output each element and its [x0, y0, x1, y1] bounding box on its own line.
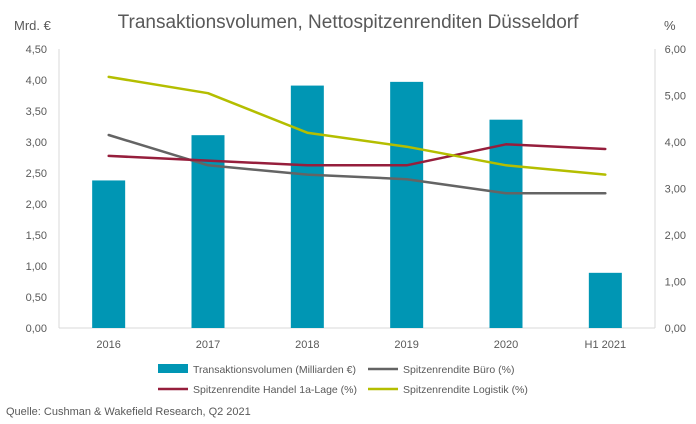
series-line — [107, 143, 607, 167]
bar — [588, 272, 622, 328]
y-left-unit-label: Mrd. € — [14, 18, 52, 33]
y-right-tick-label: 2,00 — [665, 230, 686, 242]
legend-label: Transaktionsvolumen (Milliarden €) — [193, 364, 356, 376]
bar — [290, 85, 324, 328]
legend-label: Spitzenrendite Handel 1a-Lage (%) — [193, 384, 357, 396]
legend-label: Spitzenrendite Büro (%) — [403, 364, 514, 376]
y-left-tick-label: 1,00 — [26, 261, 47, 273]
y-right-unit-label: % — [664, 18, 676, 33]
bar — [489, 119, 523, 329]
x-tick-label: 2019 — [394, 339, 418, 351]
legend-label: Spitzenrendite Logistik (%) — [403, 384, 528, 396]
legend-swatch — [158, 364, 188, 373]
y-left-tick-label: 1,50 — [26, 230, 47, 242]
plot-area: 0,00 0,50 1,00 1,50 2,00 2,50 3,00 3,50 4,00 4,50… — [26, 44, 686, 351]
x-tick-label: H1 2021 — [585, 339, 627, 351]
x-tick-label: 2018 — [295, 339, 319, 351]
bar — [390, 81, 424, 328]
y-right-tick-label: 0,00 — [665, 323, 686, 335]
y-left-tick-label: 4,50 — [26, 44, 47, 56]
y-left-tick-label: 3,00 — [26, 137, 47, 149]
y-left-tick-label: 4,00 — [26, 75, 47, 87]
y-left-tick-label: 3,50 — [26, 106, 47, 118]
legend: Transaktionsvolumen (Milliarden €) Spitze… — [158, 364, 528, 396]
y-left-tick-label: 2,50 — [26, 168, 47, 180]
y-right-tick-label: 1,00 — [665, 277, 686, 289]
y-right-tick-label: 6,00 — [665, 44, 686, 56]
y-right-tick-label: 5,00 — [665, 91, 686, 103]
y-right-tick-label: 4,00 — [665, 137, 686, 149]
x-tick-label: 2017 — [196, 339, 220, 351]
x-tick-label: 2016 — [96, 339, 120, 351]
chart-title: Transaktionsvolumen, Nettospitzenrendite… — [118, 12, 580, 33]
y-left-tick-label: 0,00 — [26, 323, 47, 335]
y-left-tick-label: 2,00 — [26, 199, 47, 211]
source-note: Quelle: Cushman & Wakefield Research, Q2… — [6, 406, 251, 418]
y-left-tick-label: 0,50 — [26, 292, 47, 304]
bar — [92, 180, 126, 328]
x-tick-label: 2020 — [494, 339, 518, 351]
y-right-tick-label: 3,00 — [665, 184, 686, 196]
series-line — [107, 75, 607, 176]
